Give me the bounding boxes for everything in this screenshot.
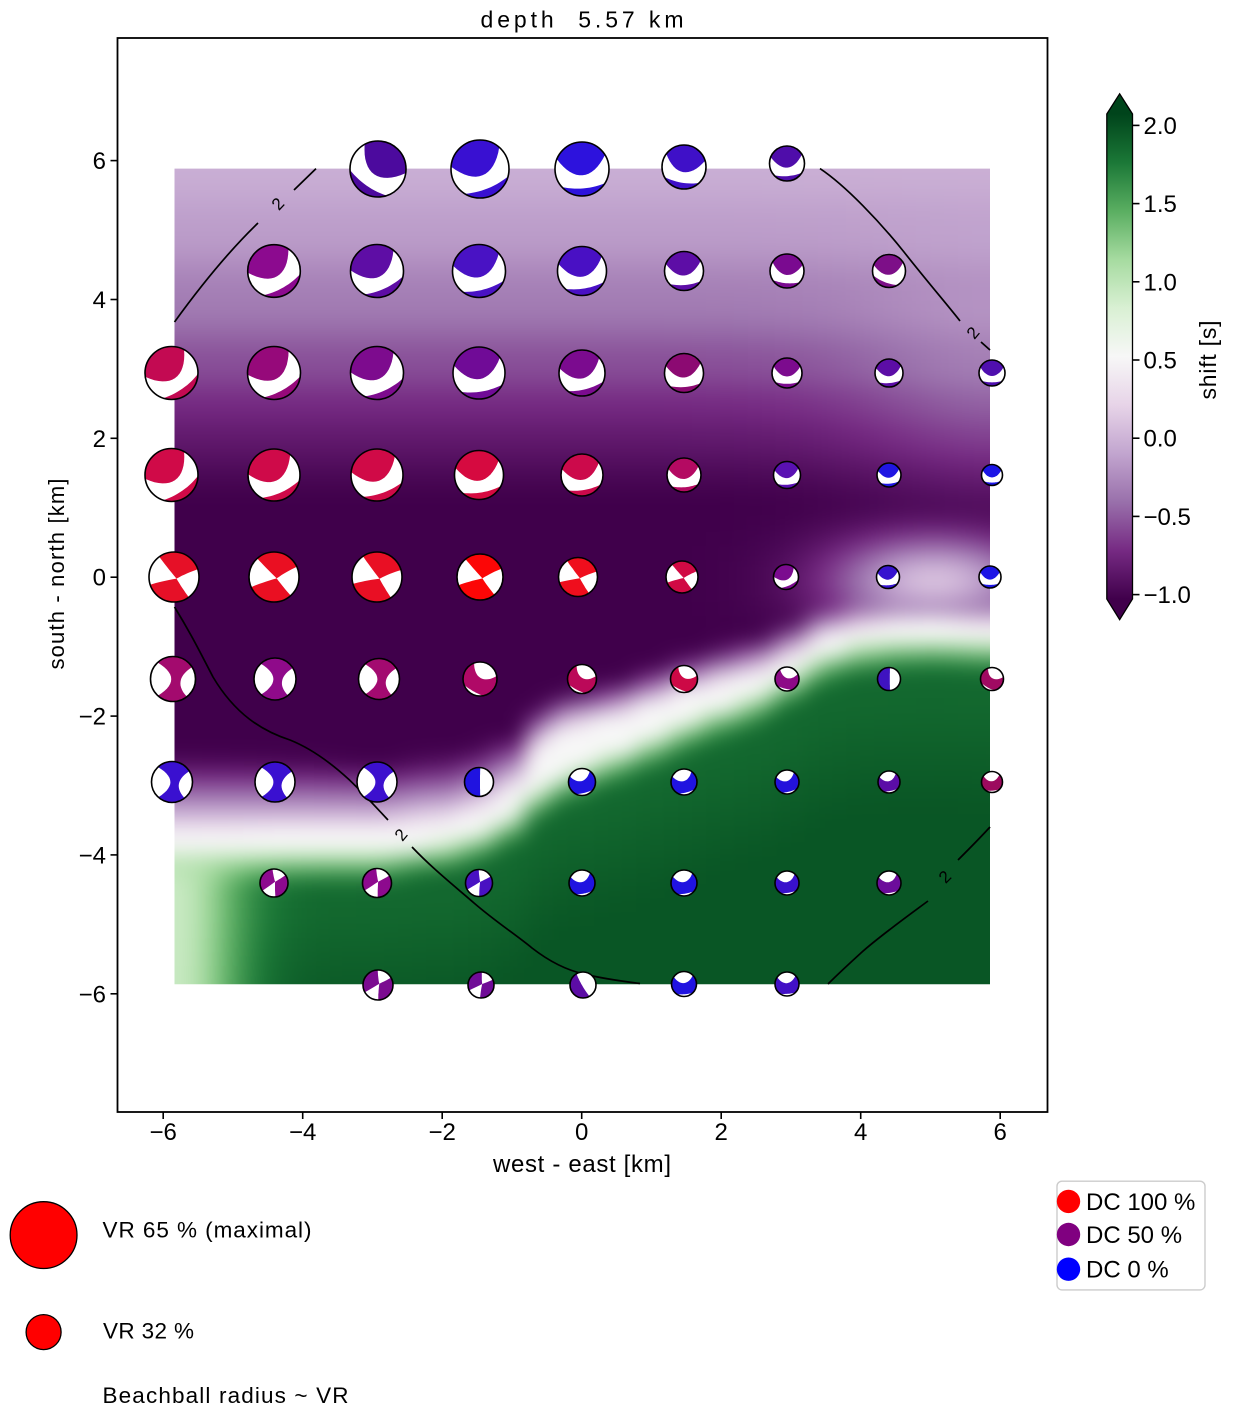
svg-text:−6: −6 xyxy=(150,1119,177,1146)
svg-text:−4: −4 xyxy=(289,1119,316,1146)
svg-text:4: 4 xyxy=(93,287,106,314)
svg-text:0.0: 0.0 xyxy=(1144,426,1177,453)
svg-text:Beachball radius ~ VR: Beachball radius ~ VR xyxy=(103,1383,349,1408)
svg-text:2: 2 xyxy=(93,426,106,453)
svg-text:DC 50 %: DC 50 % xyxy=(1086,1222,1182,1249)
svg-text:west - east [km]: west - east [km] xyxy=(492,1151,671,1178)
svg-text:−2: −2 xyxy=(429,1119,456,1146)
svg-text:DC 0 %: DC 0 % xyxy=(1086,1257,1169,1284)
svg-text:south - north [km]: south - north [km] xyxy=(44,479,69,670)
svg-text:DC 100 %: DC 100 % xyxy=(1086,1189,1195,1216)
svg-text:VR 32 %: VR 32 % xyxy=(103,1319,194,1344)
svg-text:−4: −4 xyxy=(79,842,106,869)
svg-text:0.5: 0.5 xyxy=(1144,348,1177,375)
svg-text:2.0: 2.0 xyxy=(1144,113,1177,140)
svg-text:0: 0 xyxy=(575,1119,588,1146)
svg-text:VR 65 % (maximal): VR 65 % (maximal) xyxy=(103,1218,312,1243)
svg-text:1.5: 1.5 xyxy=(1144,191,1177,218)
svg-text:4: 4 xyxy=(854,1119,867,1146)
svg-text:6: 6 xyxy=(93,148,106,175)
svg-text:1.0: 1.0 xyxy=(1144,269,1177,296)
svg-text:depth 5.57 km: depth 5.57 km xyxy=(481,7,684,33)
svg-text:shift [s]: shift [s] xyxy=(1195,321,1221,400)
svg-text:−6: −6 xyxy=(79,981,106,1008)
svg-text:2: 2 xyxy=(715,1119,728,1146)
svg-text:−0.5: −0.5 xyxy=(1144,504,1191,531)
svg-text:−1.0: −1.0 xyxy=(1144,582,1191,609)
svg-text:0: 0 xyxy=(93,565,106,592)
svg-text:−2: −2 xyxy=(79,704,106,731)
svg-text:6: 6 xyxy=(994,1119,1007,1146)
